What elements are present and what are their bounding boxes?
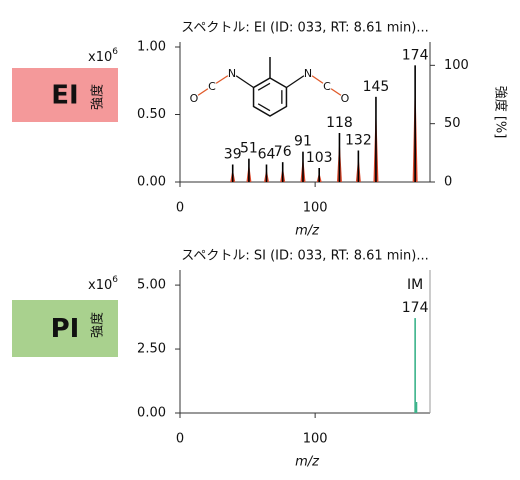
atom-label: N: [228, 67, 236, 80]
peak-label: 51: [240, 141, 258, 157]
y-tick-label: 0.00: [137, 406, 166, 421]
y-tick-label: 0.50: [137, 107, 166, 122]
peak-label: 64: [258, 147, 276, 163]
x-axis-label: m/z: [295, 455, 320, 470]
double-bond: [257, 103, 271, 112]
y2-tick-label: 0: [444, 175, 452, 190]
atom-label: N: [304, 67, 312, 80]
peak-label: 145: [363, 79, 390, 95]
peak-label: 76: [274, 144, 292, 160]
y-multiplier-base: x10: [88, 50, 112, 65]
badge-label: PI: [51, 314, 80, 344]
x-tick-label: 0: [176, 432, 184, 447]
atom-bg: [189, 93, 199, 103]
badge-box: [12, 68, 118, 122]
y-axis-label: 強度: [90, 84, 106, 110]
peak-label: 132: [345, 133, 372, 149]
x-tick-label: 100: [303, 432, 328, 447]
peak-label: 91: [294, 134, 312, 150]
chart-title: スペクトル: SI (ID: 033, RT: 8.61 min)...: [181, 249, 429, 264]
atom-bg: [207, 81, 217, 91]
atom-label: O: [341, 92, 350, 105]
atom-label: C: [208, 80, 216, 93]
y-tick-label: 5.00: [137, 278, 166, 293]
badge-label: EI: [51, 81, 78, 111]
y-tick-label: 2.50: [137, 342, 166, 357]
atom-label: O: [190, 92, 199, 105]
y2-axis-label: 強度 [%]: [493, 86, 509, 139]
x-axis-label: m/z: [295, 224, 320, 239]
atom-bg: [322, 81, 332, 91]
y-multiplier-exp: 6: [112, 47, 118, 57]
peak-label: 174: [402, 300, 429, 316]
atom-bg: [340, 93, 350, 103]
atom-label: C: [323, 80, 331, 93]
double-bond: [257, 82, 271, 91]
annotation: IM: [407, 277, 423, 293]
y-tick-label: 0.00: [137, 175, 166, 190]
y-multiplier-exp: 6: [112, 275, 118, 285]
y2-tick-label: 50: [444, 116, 461, 131]
chart-title: スペクトル: EI (ID: 033, RT: 8.61 min)...: [181, 21, 428, 36]
x-tick-label: 0: [176, 201, 184, 216]
peak-label: 174: [402, 47, 429, 63]
atom-bg: [227, 68, 237, 78]
y-multiplier: x106: [88, 47, 118, 65]
peak-label: 39: [224, 147, 242, 163]
atom-bg: [303, 68, 313, 78]
peak-label: 103: [306, 150, 333, 166]
peak-label: 118: [326, 115, 353, 131]
badge-box: [12, 300, 118, 357]
y-multiplier-base: x10: [88, 278, 112, 293]
y2-tick-label: 100: [444, 58, 469, 73]
y-multiplier: x106: [88, 275, 118, 293]
y-axis-label: 強度: [90, 312, 106, 338]
y-tick-label: 1.00: [137, 39, 166, 54]
x-tick-label: 100: [303, 201, 328, 216]
